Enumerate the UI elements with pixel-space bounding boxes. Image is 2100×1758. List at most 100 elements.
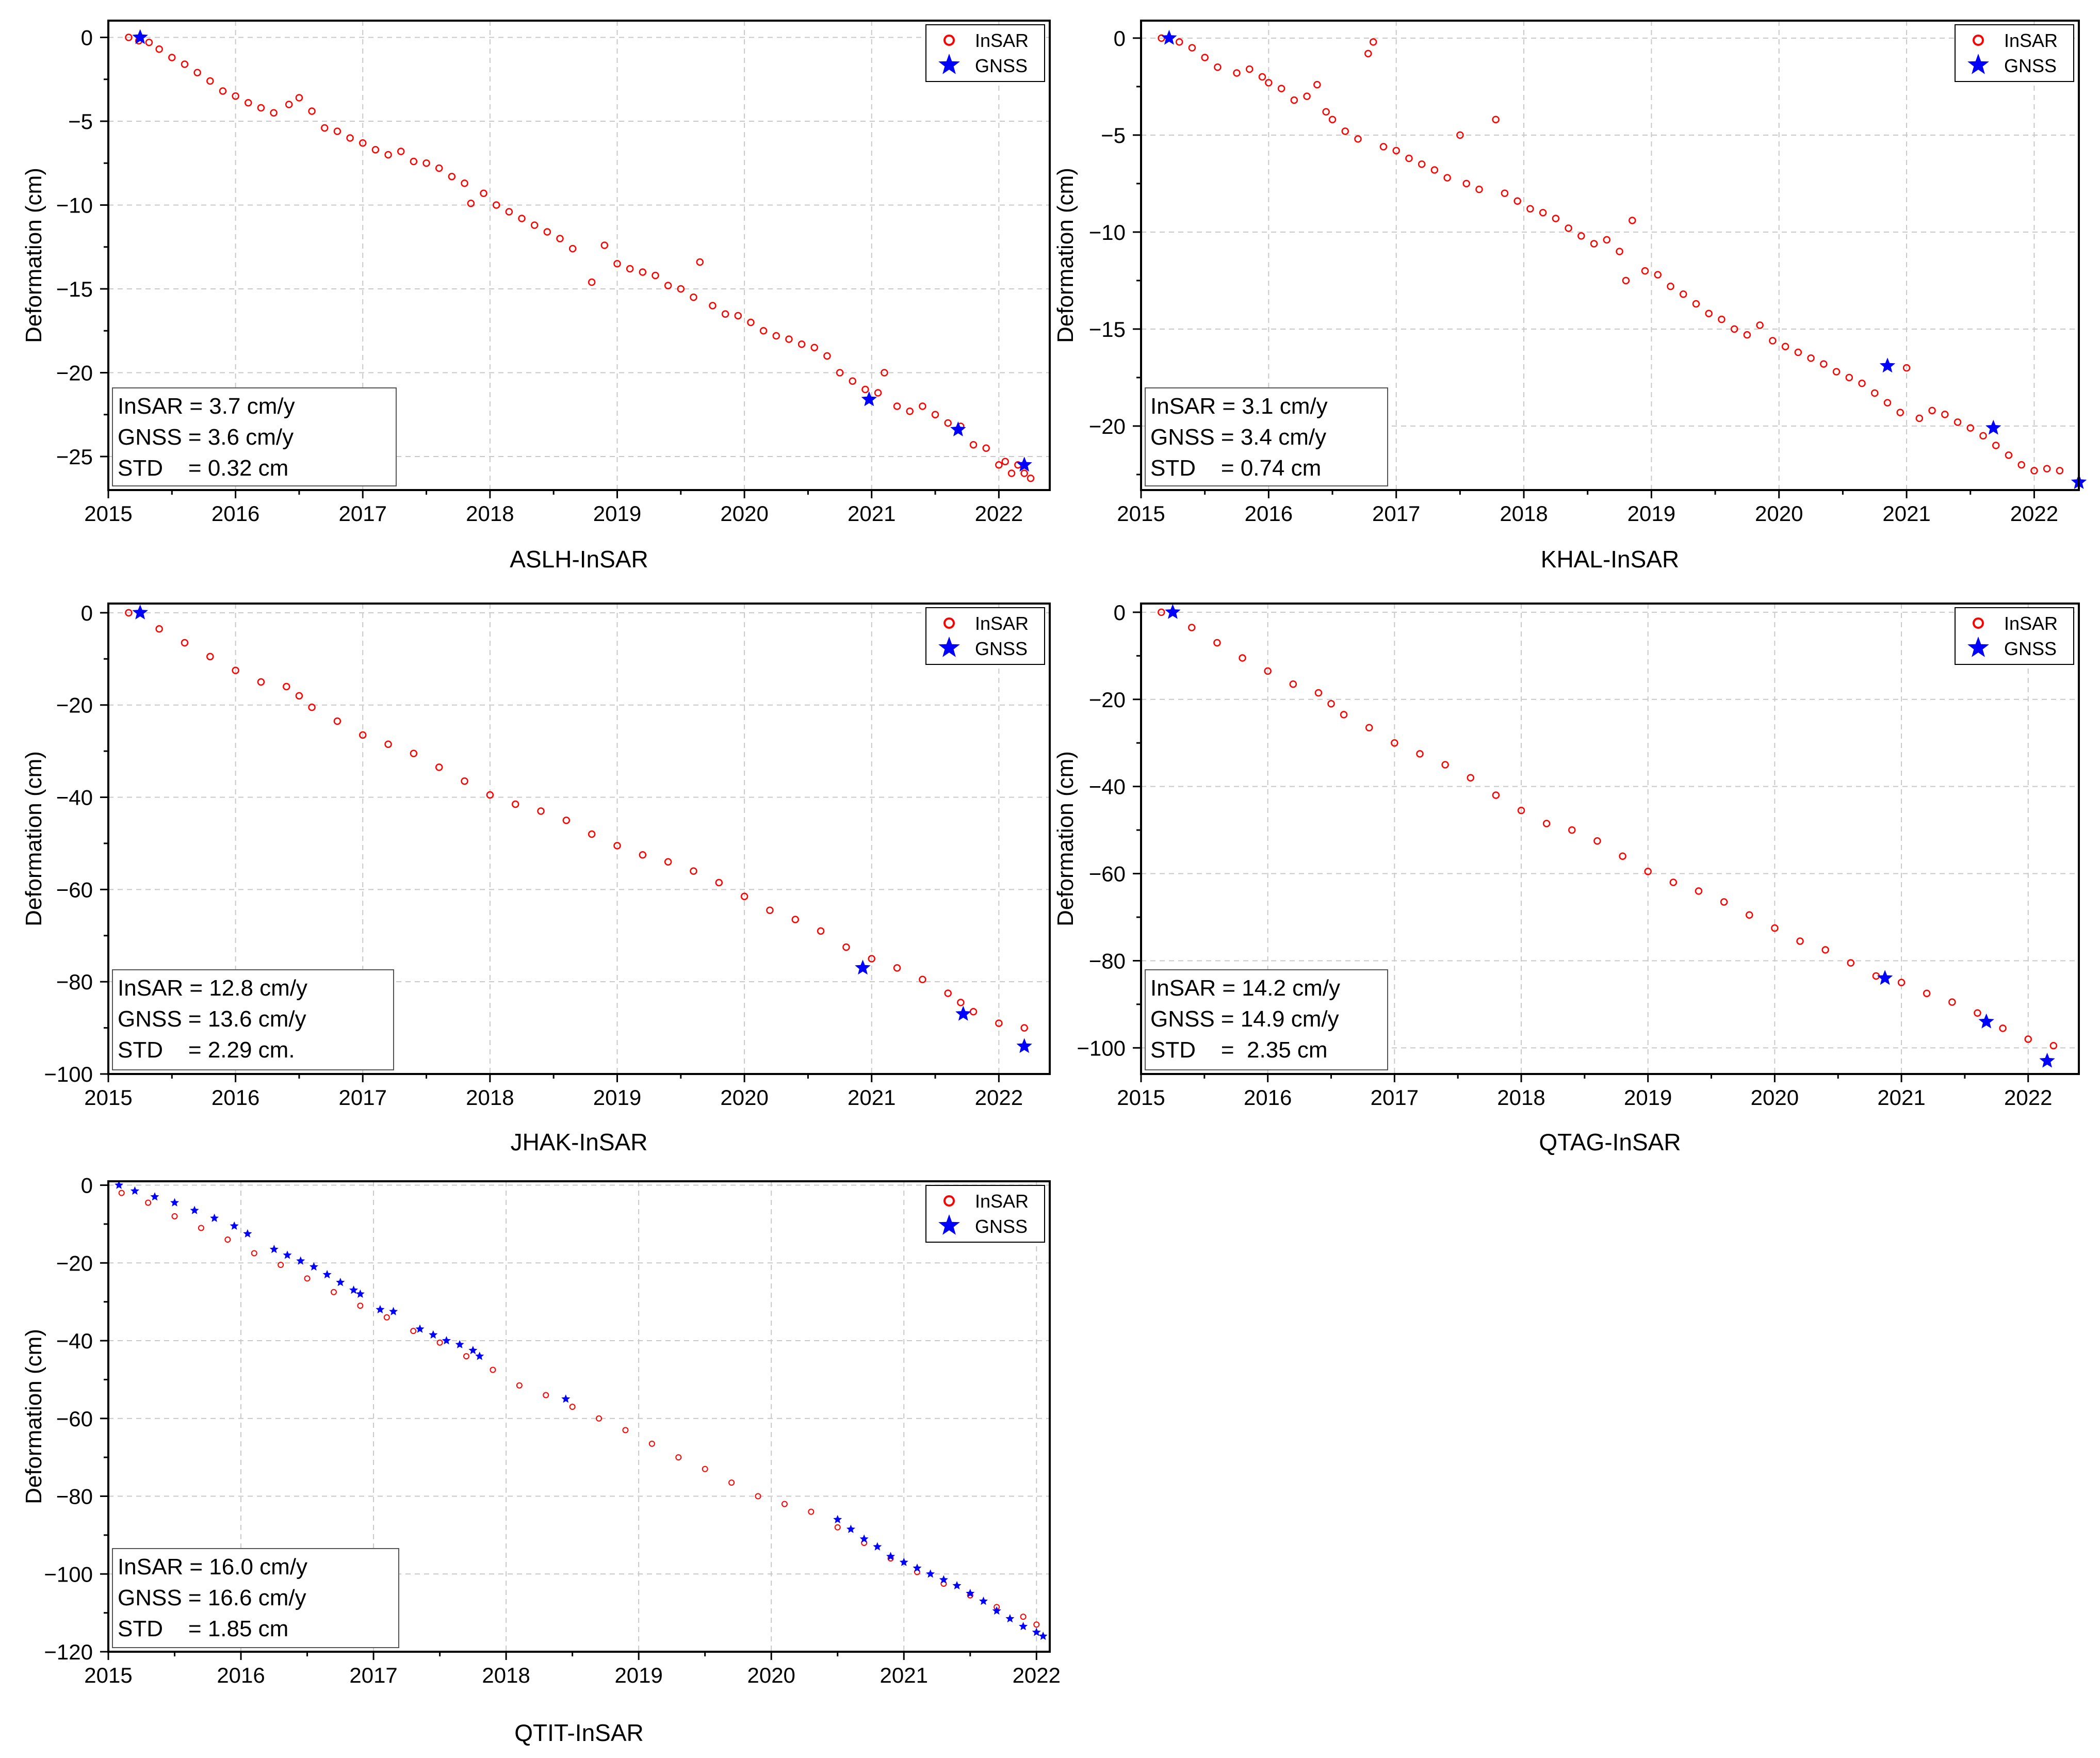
x-tick-label: 2019 (614, 1663, 662, 1687)
insar-point (2005, 451, 2013, 459)
y-tick-label: −15 (1089, 317, 1126, 341)
insar-point (2056, 467, 2064, 475)
y-tick-label: −20 (56, 361, 93, 385)
y-axis-title: Deformation (cm) (21, 751, 46, 926)
legend: InSAR GNSS (925, 1185, 1045, 1243)
insar-point (448, 173, 456, 181)
x-tick-label: 2018 (1497, 1085, 1545, 1110)
x-tick-label: 2020 (747, 1663, 795, 1687)
x-tick-label: 2016 (1244, 1085, 1292, 1110)
stats-line: STD = 0.74 cm (1150, 455, 1321, 481)
gnss-legend-icon (938, 54, 960, 74)
gnss-point (561, 1394, 571, 1403)
insar-point (168, 54, 176, 61)
gnss-point (1161, 29, 1177, 45)
insar-point (1341, 127, 1349, 135)
legend: InSAR GNSS (925, 24, 1045, 82)
stats-line: STD = 2.35 cm (1150, 1037, 1328, 1063)
insar-point (797, 340, 806, 348)
gnss-point (1032, 1627, 1041, 1636)
insar-point (823, 352, 831, 360)
insar-point (1568, 826, 1576, 834)
insar-point (1391, 739, 1398, 747)
insar-point (1416, 750, 1424, 758)
x-tick-label: 2018 (466, 1085, 514, 1110)
x-tick-label: 2016 (211, 501, 259, 526)
insar-point (1175, 38, 1183, 46)
insar-point (1654, 271, 1662, 279)
insar-point (600, 241, 609, 249)
plot-frame (107, 20, 1051, 491)
x-tick-label: 2021 (848, 501, 896, 526)
insar-point (556, 235, 564, 242)
x-tick-label: 2021 (880, 1663, 928, 1687)
gnss-point (355, 1289, 365, 1298)
gnss-point (210, 1213, 219, 1222)
gnss-point (336, 1278, 345, 1287)
y-tick-label: −20 (1089, 414, 1126, 438)
panel-caption: KHAL-InSAR (1541, 546, 1679, 573)
insar-point (906, 408, 914, 415)
insar-point (1201, 54, 1209, 61)
insar-point (1430, 166, 1439, 174)
insar-point (1593, 837, 1601, 845)
insar-series (1158, 608, 2058, 1050)
insar-point (696, 258, 704, 266)
insar-point (874, 389, 882, 397)
insar-point (931, 411, 939, 418)
insar-point (304, 1275, 311, 1282)
insar-point (486, 791, 494, 799)
gnss-legend-icon (1967, 637, 1989, 657)
x-tick-label: 2022 (975, 1085, 1023, 1110)
stats-box: InSAR = 14.2 cm/y GNSS = 14.9 cm/y STD = 2… (1145, 969, 1388, 1070)
insar-point (836, 369, 844, 377)
gnss-series (132, 604, 1032, 1053)
gnss-point (2039, 1052, 2055, 1068)
insar-point (1213, 639, 1221, 647)
insar-point (715, 878, 723, 887)
insar-series (118, 1190, 1040, 1628)
insar-point (1369, 38, 1377, 46)
stats-line: InSAR = 16.0 cm/y (118, 1554, 307, 1580)
insar-point (944, 989, 952, 997)
insar-point (530, 221, 539, 229)
y-tick-label: −40 (56, 1329, 93, 1353)
insar-point (1845, 373, 1853, 382)
insar-point (463, 1353, 470, 1360)
insar-point (740, 892, 748, 901)
insar-point (155, 45, 163, 53)
insar-point (868, 955, 875, 963)
insar-point (1328, 116, 1337, 124)
x-tick-label: 2022 (1013, 1663, 1061, 1687)
insar-point (1552, 215, 1560, 222)
y-axis-title: Deformation (cm) (1053, 168, 1078, 343)
insar-point (1513, 197, 1521, 205)
y-tick-label: −20 (56, 1251, 93, 1275)
gnss-point (415, 1324, 425, 1333)
insar-point (1501, 189, 1509, 197)
insar-point (2043, 465, 2051, 473)
insar-point (1820, 360, 1828, 368)
insar-point (995, 1019, 1003, 1027)
insar-point (1492, 116, 1500, 124)
insar-point (285, 101, 293, 108)
gnss-point (926, 1569, 935, 1578)
insar-point (333, 127, 341, 135)
insar-point (1966, 424, 1975, 432)
insar-point (982, 444, 990, 452)
insar-point (461, 777, 468, 785)
insar-point (461, 180, 468, 187)
insar-point (2049, 1041, 2058, 1050)
insar-point (648, 1440, 655, 1447)
insar-point (1821, 946, 1829, 954)
insar-legend-icon (943, 1195, 955, 1207)
gnss-point (190, 1206, 199, 1214)
gnss-point (846, 1524, 855, 1533)
plot-frame (107, 603, 1051, 1075)
insar-point (1327, 699, 1335, 708)
insar-point (1590, 240, 1598, 248)
insar-point (1239, 654, 1246, 662)
x-tick-label: 2015 (84, 501, 132, 526)
insar-point (622, 1427, 629, 1434)
insar-point (2024, 1035, 2032, 1043)
